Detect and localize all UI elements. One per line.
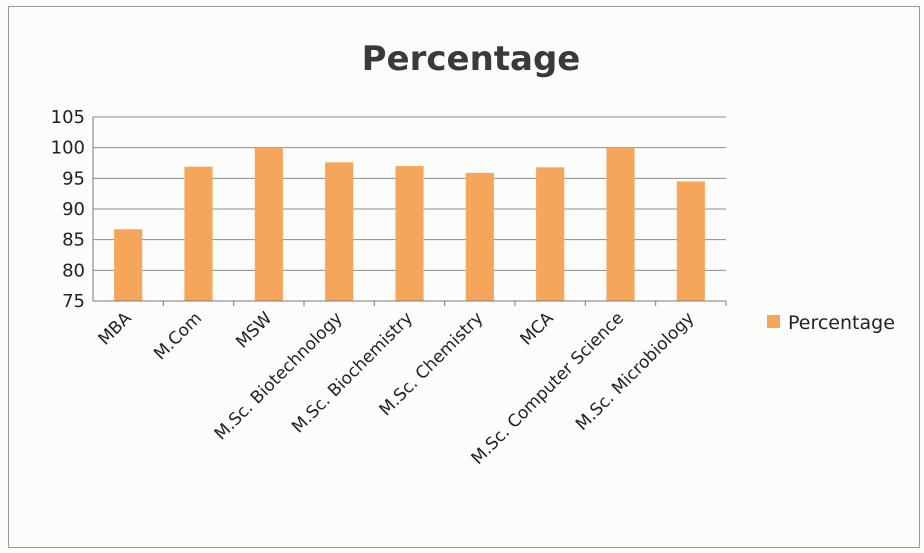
bar bbox=[254, 147, 283, 301]
bar bbox=[325, 162, 354, 301]
y-tick-label: 85 bbox=[62, 230, 85, 251]
bar bbox=[676, 181, 705, 301]
axes bbox=[92, 117, 727, 306]
y-axis-ticks: 75 80 85 90 95 100 105 bbox=[51, 107, 85, 312]
y-tick-label: 75 bbox=[62, 291, 85, 312]
bar bbox=[536, 167, 565, 301]
x-tick-label: MCA bbox=[517, 308, 558, 349]
x-tick-label: M.Sc. Microbiology bbox=[572, 308, 698, 434]
bar bbox=[606, 147, 635, 301]
legend-label: Percentage bbox=[788, 312, 895, 334]
y-tick-label: 100 bbox=[51, 138, 85, 159]
bar bbox=[114, 229, 143, 301]
x-tick-label: MSW bbox=[232, 308, 276, 352]
x-tick-label: M.Sc. Biochemistry bbox=[288, 308, 417, 437]
y-tick-label: 105 bbox=[51, 107, 85, 128]
y-tick-label: 80 bbox=[62, 260, 85, 281]
y-tick-label: 95 bbox=[62, 168, 85, 189]
x-tick-label: M.Com bbox=[150, 308, 206, 364]
x-tick-label: M.Sc. Biotechnology bbox=[211, 308, 347, 444]
bar bbox=[465, 172, 494, 301]
legend-swatch bbox=[767, 315, 780, 328]
bar bbox=[184, 166, 213, 301]
y-tick-label: 90 bbox=[62, 199, 85, 220]
x-tick-label: MBA bbox=[95, 308, 136, 349]
chart-title: Percentage bbox=[362, 39, 581, 79]
bars bbox=[114, 147, 705, 301]
chart-frame bbox=[8, 6, 920, 548]
bar bbox=[395, 166, 424, 301]
legend: Percentage bbox=[767, 312, 895, 334]
